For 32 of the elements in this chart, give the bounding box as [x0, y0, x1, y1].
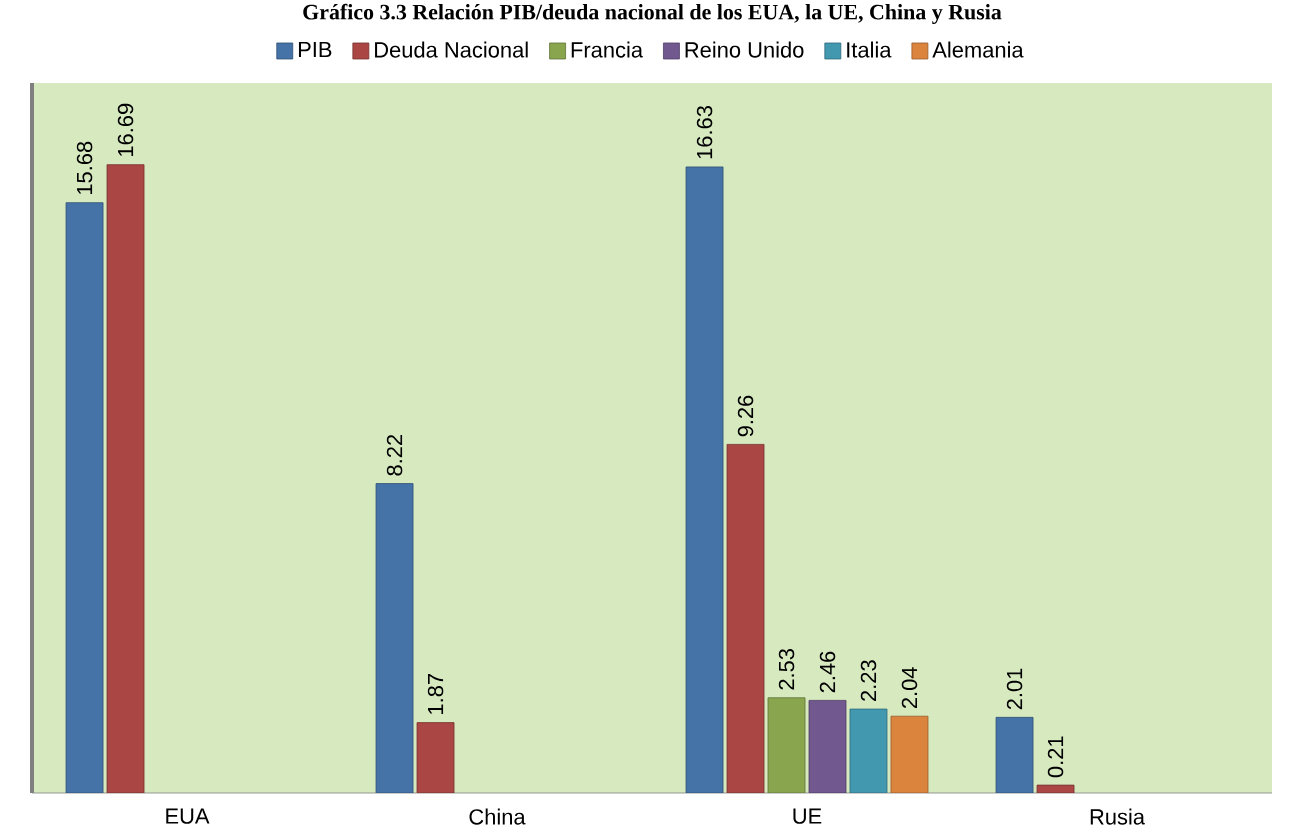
legend-label: Alemania [932, 41, 1024, 58]
data-label: 16.69 [117, 103, 134, 156]
bar [995, 716, 1034, 793]
chart-title: Gráfico 3.3 Relación PIB/deuda nacional de los EUA, la UE, China y Rusia [303, 3, 1002, 24]
data-label: 8.22 [386, 434, 403, 476]
data-label: 0.21 [1047, 736, 1064, 778]
x-tick-label: EUA [166, 808, 210, 824]
bar [849, 708, 888, 793]
x-tick-label: China [469, 808, 526, 825]
bar [106, 164, 145, 793]
data-label: 2.46 [819, 651, 836, 693]
legend-label: Reino Unido [685, 41, 804, 58]
bar [416, 722, 455, 793]
data-label: 2.01 [1006, 668, 1023, 710]
data-label: 15.68 [76, 141, 93, 194]
bar [726, 443, 765, 793]
legend-label: Deuda Nacional [375, 41, 528, 58]
data-label: 1.87 [427, 674, 444, 714]
data-label: 9.26 [737, 395, 754, 437]
bar [1036, 784, 1075, 793]
x-tick-label: Rusia [1090, 808, 1146, 825]
legend-label: Francia [571, 41, 644, 58]
x-tick-label: UE [793, 808, 822, 824]
data-label: 16.63 [696, 106, 713, 159]
bar [375, 483, 414, 793]
bar [685, 166, 724, 793]
data-label: 2.04 [901, 667, 918, 709]
data-label: 2.23 [860, 660, 877, 701]
legend-label: PIB [298, 41, 332, 58]
legend-label: Italia [847, 41, 892, 58]
data-label: 2.53 [778, 649, 795, 690]
bar [65, 202, 104, 793]
